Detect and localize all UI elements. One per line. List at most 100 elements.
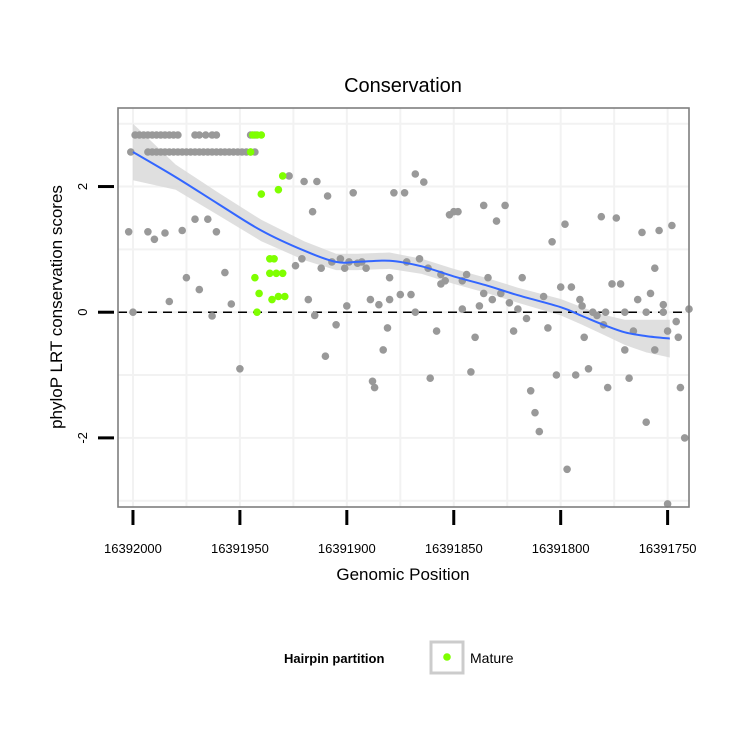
data-point	[680, 434, 689, 442]
data-point	[556, 283, 565, 291]
data-point	[432, 327, 441, 335]
data-point	[578, 302, 586, 310]
mature-point	[268, 295, 276, 304]
data-point	[317, 264, 326, 273]
data-point	[663, 500, 672, 508]
data-point	[313, 177, 321, 186]
data-point	[608, 280, 616, 288]
data-point	[462, 270, 471, 279]
data-point	[668, 221, 676, 230]
data-point	[475, 302, 484, 310]
mature-point	[274, 185, 283, 194]
legend-entry-label: Mature	[470, 650, 514, 666]
x-tick-label: 16391900	[318, 541, 376, 556]
data-point	[471, 333, 479, 342]
mature-point	[274, 292, 283, 301]
x-tick-label: 16391800	[532, 541, 590, 556]
x-tick-label: 16392000	[104, 541, 162, 556]
data-point	[552, 371, 561, 379]
data-point	[484, 273, 492, 282]
data-point	[212, 131, 221, 139]
data-point	[603, 383, 612, 392]
data-point	[563, 465, 571, 474]
data-point	[323, 192, 332, 200]
data-point	[659, 308, 668, 317]
data-point	[488, 295, 497, 304]
y-tick-label: -2	[75, 432, 90, 444]
data-point	[195, 131, 204, 139]
data-point	[144, 228, 152, 236]
mature-point	[257, 131, 266, 139]
data-point	[390, 189, 398, 197]
data-point	[674, 333, 683, 342]
data-point	[676, 383, 685, 392]
data-point	[505, 299, 514, 307]
data-point	[195, 285, 204, 294]
data-point	[501, 201, 509, 210]
data-point	[539, 292, 548, 301]
data-point	[204, 215, 212, 223]
data-point	[182, 273, 191, 282]
data-point	[458, 305, 467, 313]
data-point	[522, 314, 531, 323]
data-point	[642, 418, 650, 427]
data-point	[300, 177, 308, 186]
y-axis-label: phyloP LRT conservation scores	[47, 185, 66, 429]
mature-point	[278, 172, 287, 180]
legend-title: Hairpin partition	[284, 651, 384, 666]
data-point	[191, 215, 199, 223]
data-point	[208, 312, 216, 320]
data-point	[298, 254, 306, 263]
data-point	[129, 308, 137, 317]
data-point	[454, 207, 462, 216]
data-point	[642, 308, 650, 317]
data-point	[518, 273, 526, 282]
data-point	[124, 228, 133, 236]
grid-lines	[118, 108, 689, 507]
data-point	[544, 324, 552, 332]
data-point	[492, 217, 501, 225]
data-point	[593, 311, 601, 320]
confidence-band	[133, 123, 670, 358]
x-tick-label: 16391750	[639, 541, 697, 556]
confidence-band-layer	[133, 123, 670, 358]
data-point	[612, 214, 621, 222]
data-point	[467, 368, 475, 376]
data-point	[625, 374, 633, 383]
data-point	[161, 229, 169, 237]
data-point	[638, 228, 646, 237]
data-point	[659, 300, 668, 309]
mature-point	[253, 308, 261, 317]
data-point	[616, 280, 625, 288]
legend-mature-swatch	[443, 653, 451, 661]
mature-point	[281, 292, 289, 301]
mature-point	[255, 289, 263, 298]
data-point	[212, 228, 221, 236]
mature-point	[246, 148, 255, 156]
y-axis: -2 0 2	[75, 183, 114, 444]
data-point	[310, 311, 319, 320]
data-point	[332, 321, 340, 329]
data-point	[526, 387, 535, 395]
data-point	[383, 324, 392, 332]
data-point	[584, 365, 593, 373]
data-point	[651, 264, 659, 273]
data-point	[597, 212, 606, 221]
x-tick-label: 16391950	[211, 541, 269, 556]
data-point	[343, 302, 351, 310]
data-point	[535, 427, 544, 436]
data-point	[127, 148, 135, 156]
data-point	[672, 317, 680, 326]
data-point	[561, 220, 569, 228]
data-point	[633, 295, 642, 304]
data-point	[304, 295, 313, 304]
data-point	[379, 346, 388, 354]
data-point	[150, 235, 159, 244]
data-point	[571, 371, 580, 379]
chart-title: Conservation	[344, 75, 462, 97]
data-point	[349, 189, 358, 197]
x-tick-label: 16391850	[425, 541, 483, 556]
data-point	[385, 295, 394, 304]
data-point	[201, 131, 210, 139]
